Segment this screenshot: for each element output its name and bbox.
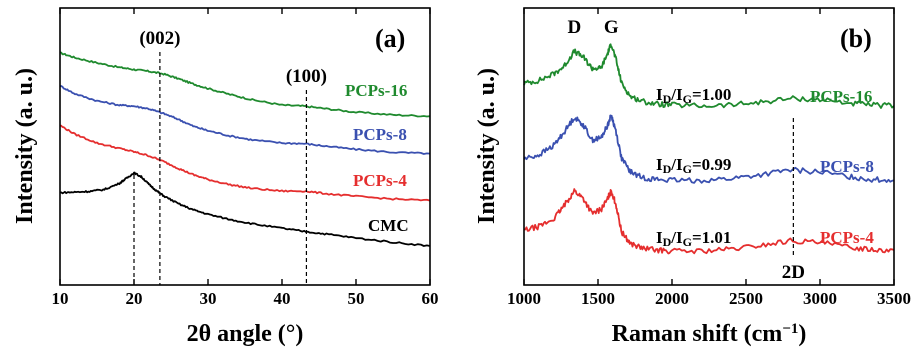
- panel-a-label: (a): [375, 24, 405, 53]
- series-label-pcps-16: PCPs-16: [345, 81, 407, 100]
- panel-b-x-ticks: 1000 1500 2000 2500 3000 3500: [507, 8, 911, 308]
- x-tick-label: 20: [126, 289, 143, 308]
- x-tick-label: 3000: [803, 289, 837, 308]
- series-label-pcps-8: PCPs-8: [353, 125, 407, 144]
- ratio-slash: /: [670, 228, 676, 247]
- panel-b-frame: [523, 7, 895, 286]
- series-label-pcps-4: PCPs-4: [820, 228, 874, 247]
- panel-b-curves: [523, 43, 895, 255]
- x-axis-label-sup: −1: [782, 321, 798, 337]
- peak-label-d: D: [567, 17, 581, 38]
- series-label-pcps-16: PCPs-16: [810, 87, 872, 106]
- x-tick-label: 2500: [729, 289, 763, 308]
- ratio-i-g: I: [676, 85, 683, 104]
- series-line-pcps-8: [59, 85, 431, 155]
- panel-a-guide-lines: [133, 52, 308, 285]
- x-tick-label: 1000: [507, 289, 541, 308]
- panel-a-y-axis-label: Intensity (a. u.): [12, 68, 38, 224]
- x-tick-label: 10: [52, 289, 69, 308]
- ratio-i-d: I: [656, 228, 663, 247]
- series-label-pcps-8: PCPs-8: [820, 157, 874, 176]
- ratio-value: =1.00: [692, 85, 731, 104]
- x-tick-label: 40: [274, 289, 291, 308]
- ratio-value: =0.99: [692, 155, 731, 174]
- ratio-sub-d: D: [663, 92, 672, 106]
- ratio-sub-g: G: [683, 92, 692, 106]
- peak-label-2d: 2D: [782, 262, 805, 283]
- x-axis-label-main: Raman shift (cm: [612, 321, 783, 347]
- series-label-pcps-4: PCPs-4: [353, 171, 407, 190]
- ratio-label-pcps-16: ID/IG=1.00: [656, 85, 731, 106]
- panel-b: 1000 1500 2000 2500 3000 3500 (b) D G 2D ID/I…: [474, 7, 911, 347]
- panel-b-label: (b): [840, 24, 872, 53]
- series-line-pcps-4: [523, 188, 895, 255]
- x-tick-label: 60: [422, 289, 439, 308]
- x-tick-label: 30: [200, 289, 217, 308]
- x-tick-label: 2000: [655, 289, 689, 308]
- ratio-i-g: I: [676, 228, 683, 247]
- ratio-i-d: I: [656, 155, 663, 174]
- x-tick-label: 50: [348, 289, 365, 308]
- series-line-pcps-8: [523, 114, 895, 184]
- panel-a: 10 20 30 40 50 60 (a) (002) (100) PCPs-16 PCP…: [12, 7, 439, 347]
- annotation-002: (002): [139, 28, 180, 49]
- ratio-slash: /: [670, 85, 676, 104]
- series-line-pcps-16: [59, 51, 431, 118]
- ratio-i-g: I: [676, 155, 683, 174]
- x-tick-label: 1500: [581, 289, 615, 308]
- annotation-100: (100): [286, 66, 327, 87]
- ratio-label-pcps-4: ID/IG=1.01: [656, 228, 731, 249]
- series-line-cmc: [59, 171, 431, 247]
- series-line-pcps-16: [523, 43, 895, 109]
- ratio-value: =1.01: [692, 228, 731, 247]
- panel-b-x-axis-label: Raman shift (cm−1): [612, 321, 807, 347]
- ratio-sub-d: D: [663, 162, 672, 176]
- ratio-slash: /: [670, 155, 676, 174]
- ratio-i-d: I: [656, 85, 663, 104]
- ratio-sub-d: D: [663, 235, 672, 249]
- panel-a-x-axis-label: 2θ angle (°): [187, 321, 304, 347]
- x-tick-label: 3500: [877, 289, 911, 308]
- ratio-label-pcps-8: ID/IG=0.99: [656, 155, 731, 176]
- series-line-pcps-4: [59, 124, 431, 202]
- panel-b-y-axis-label: Intensity (a. u.): [474, 68, 500, 224]
- ratio-sub-g: G: [683, 162, 692, 176]
- panel-a-x-ticks: 10 20 30 40 50 60: [52, 8, 439, 308]
- panel-a-frame: [59, 7, 431, 286]
- x-axis-label-end: ): [798, 321, 806, 347]
- series-label-cmc: CMC: [368, 216, 409, 235]
- ratio-sub-g: G: [683, 235, 692, 249]
- panel-a-curves: [59, 51, 431, 247]
- peak-label-g: G: [604, 17, 619, 38]
